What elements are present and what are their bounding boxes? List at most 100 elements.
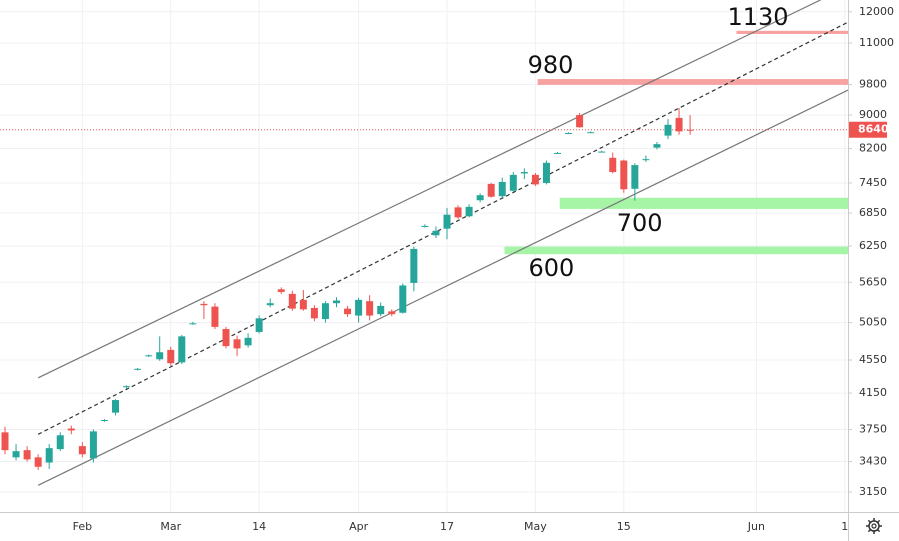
- candle-body: [23, 450, 31, 460]
- y-tick-label: 5650: [859, 275, 887, 288]
- candle-body: [12, 451, 20, 458]
- level-zone: [736, 30, 848, 34]
- candle-body: [321, 303, 329, 320]
- last-price-label: 8640: [858, 123, 889, 136]
- x-tick-label: Apr: [349, 520, 369, 533]
- candle-body: [465, 206, 473, 217]
- candle-body: [487, 183, 495, 197]
- candle-body: [211, 306, 219, 327]
- candle-body: [620, 160, 628, 190]
- candle-body: [664, 124, 672, 136]
- candle-body: [476, 195, 484, 201]
- candle-body: [399, 285, 407, 313]
- level-label: 600: [528, 254, 574, 282]
- candle-body: [145, 355, 153, 357]
- candle-body: [344, 308, 352, 315]
- level-label: 1130: [728, 3, 789, 31]
- drawings: [0, 0, 848, 486]
- candle-body: [167, 349, 175, 364]
- candle-body: [255, 318, 263, 332]
- candle-body: [200, 303, 208, 306]
- candle-body: [631, 165, 639, 189]
- candle-body: [509, 174, 517, 191]
- candle-body: [410, 248, 418, 283]
- candle-body: [542, 162, 550, 183]
- level-zone: [537, 79, 848, 85]
- candle-body: [299, 299, 307, 310]
- candle-body: [45, 448, 53, 463]
- candle-body: [421, 225, 429, 227]
- candle-body: [156, 352, 164, 360]
- candle-body: [67, 428, 75, 431]
- x-tick-label: Jun: [747, 520, 765, 533]
- candle-body: [277, 289, 285, 292]
- y-tick-label: 3430: [859, 454, 887, 467]
- y-tick-label: 9000: [859, 108, 887, 121]
- candle-body: [1, 432, 9, 451]
- candle-body: [443, 214, 451, 229]
- candle-body: [266, 303, 274, 306]
- level-zone: [559, 197, 848, 209]
- y-tick-label: 7450: [859, 176, 887, 189]
- channel-line: [37, 89, 848, 486]
- y-tick-label: 4550: [859, 353, 887, 366]
- candle-body: [686, 129, 694, 131]
- y-tick-label: 3750: [859, 422, 887, 435]
- candle-body: [233, 339, 241, 349]
- y-tick-label: 3150: [859, 485, 887, 498]
- candle-body: [520, 172, 528, 174]
- level-zone: [504, 246, 848, 255]
- candle-body: [78, 446, 86, 455]
- candles: [1, 107, 694, 470]
- candle-body: [598, 151, 606, 153]
- x-tick-label: Feb: [73, 520, 92, 533]
- candle-body: [653, 144, 661, 148]
- y-tick-label: 5050: [859, 316, 887, 329]
- candle-body: [366, 301, 374, 316]
- candle-body: [310, 307, 318, 319]
- y-tick-label: 11000: [859, 36, 894, 49]
- y-tick-label: 8200: [859, 142, 887, 155]
- candle-body: [244, 337, 252, 346]
- candle-body: [432, 230, 440, 236]
- candle-body: [189, 323, 197, 325]
- candle-body: [587, 132, 595, 134]
- x-tick-label: 1: [841, 520, 848, 533]
- last-price-box: [849, 121, 887, 138]
- settings-icon[interactable]: [866, 518, 882, 534]
- x-tick-label: May: [524, 520, 547, 533]
- candle-body: [675, 117, 683, 132]
- candle-body: [178, 336, 186, 363]
- y-tick-label: 6850: [859, 206, 887, 219]
- candle-body: [454, 207, 462, 218]
- candle-body: [134, 368, 142, 370]
- candle-body: [554, 152, 561, 154]
- x-tick-label: 15: [617, 520, 631, 533]
- candle-body: [355, 299, 363, 316]
- candle-body: [222, 329, 230, 347]
- x-tick-label: 14: [252, 520, 266, 533]
- y-tick-label: 9800: [859, 78, 887, 91]
- candle-body: [34, 457, 42, 467]
- x-tick-label: 17: [440, 520, 454, 533]
- gear-teeth: [866, 518, 882, 534]
- candle-body: [576, 115, 584, 128]
- candle-body: [100, 420, 108, 422]
- candle-body: [642, 159, 650, 161]
- candle-body: [333, 300, 340, 304]
- candle-body: [498, 181, 506, 197]
- candle-body: [565, 133, 573, 135]
- grid: [0, 0, 848, 512]
- level-label: 700: [617, 209, 663, 237]
- y-tick-label: 12000: [859, 5, 894, 18]
- x-tick-label: Mar: [160, 520, 181, 533]
- y-tick-label: 4150: [859, 386, 887, 399]
- candle-body: [123, 386, 131, 388]
- gear-hub: [871, 523, 877, 529]
- candle-body: [388, 311, 396, 315]
- y-tick-label: 6250: [859, 239, 887, 252]
- candle-body: [609, 157, 617, 173]
- candle-body: [288, 293, 296, 309]
